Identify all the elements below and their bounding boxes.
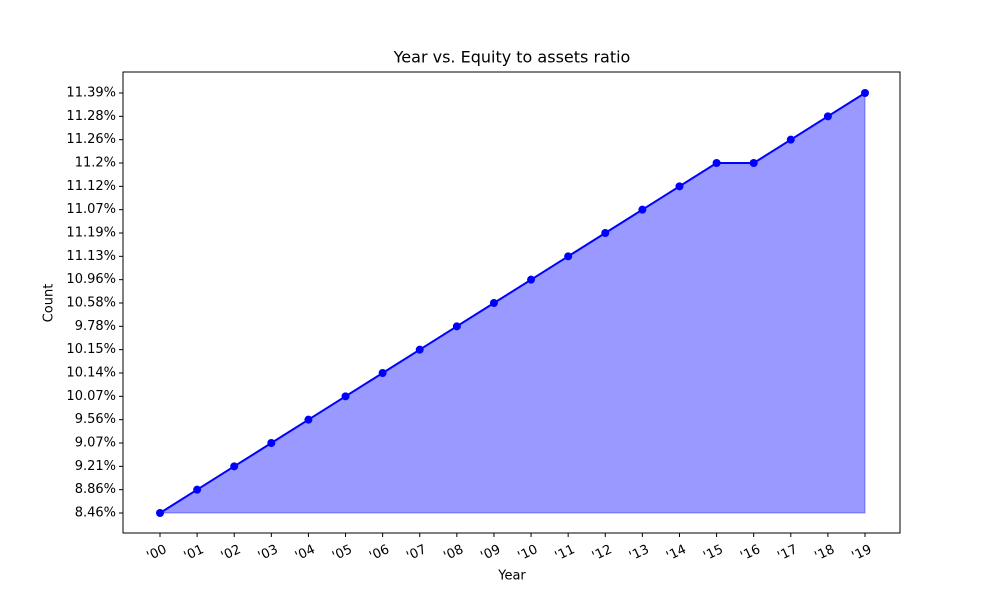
x-tick-label: '02 (219, 542, 244, 564)
marker (675, 182, 684, 191)
x-tick-label: '19 (850, 542, 875, 564)
marker (786, 135, 795, 144)
plot-frame (122, 71, 901, 534)
x-tick-label: '14 (664, 542, 689, 564)
marker (601, 229, 610, 237)
marker (527, 275, 536, 284)
y-tick-label: 8.46% (75, 506, 116, 521)
x-tick-label: '04 (293, 542, 318, 564)
marker (823, 112, 832, 121)
y-tick-label: 11.12% (66, 179, 116, 194)
x-tick-label: '00 (145, 542, 170, 564)
y-tick-label: 11.13% (66, 249, 116, 264)
y-tick-label: 11.2% (75, 156, 116, 171)
marker (193, 485, 202, 494)
chart-title: Year vs. Equity to assets ratio (393, 48, 631, 67)
y-tick-label: 9.78% (75, 319, 116, 334)
x-tick-label: '10 (516, 542, 541, 564)
x-tick-label: '09 (479, 542, 504, 564)
y-tick-label: 10.14% (66, 366, 116, 381)
marker (415, 345, 424, 354)
x-tick-label: '01 (182, 542, 207, 564)
x-tick-label: '18 (812, 542, 837, 564)
y-tick-label: 9.56% (75, 412, 116, 427)
y-tick-label: 11.26% (66, 132, 116, 147)
marker (230, 462, 239, 471)
x-tick-label: '06 (367, 542, 392, 564)
marker (712, 159, 721, 167)
y-tick-label: 9.07% (75, 436, 116, 451)
marker (861, 89, 869, 97)
x-tick-label: '16 (738, 542, 763, 564)
x-tick-label: '12 (590, 542, 615, 564)
y-axis-label: Count (42, 284, 57, 323)
marker (564, 252, 573, 261)
x-tick-label: '03 (256, 542, 281, 564)
marker (156, 509, 164, 517)
y-tick-label: 11.19% (66, 226, 116, 241)
y-tick-label: 11.39% (66, 86, 116, 101)
marker (267, 439, 276, 447)
marker (452, 322, 461, 331)
y-tick-label: 10.07% (66, 389, 116, 404)
y-tick-label: 10.58% (66, 296, 116, 311)
x-tick-label: '15 (701, 542, 726, 564)
marker (378, 369, 387, 377)
x-tick-label: '05 (330, 542, 355, 564)
x-tick-label: '13 (627, 542, 652, 564)
x-tick-label: '11 (553, 542, 578, 564)
y-tick-label: 10.15% (66, 342, 116, 357)
x-tick-label: '08 (441, 542, 466, 564)
marker (304, 415, 313, 424)
y-tick-label: 11.28% (66, 109, 116, 124)
marker (749, 159, 758, 167)
marker (489, 299, 498, 307)
x-tick-label: '07 (404, 542, 429, 564)
y-tick-label: 8.86% (75, 482, 116, 497)
marker (341, 392, 350, 401)
marker (638, 205, 647, 214)
x-tick-label: '17 (775, 542, 800, 564)
area (158, 92, 866, 514)
y-tick-label: 9.21% (75, 459, 116, 474)
line (159, 92, 866, 514)
x-axis-label: Year (497, 569, 526, 584)
y-tick-label: 10.96% (66, 272, 116, 287)
y-tick-label: 11.07% (66, 202, 116, 217)
